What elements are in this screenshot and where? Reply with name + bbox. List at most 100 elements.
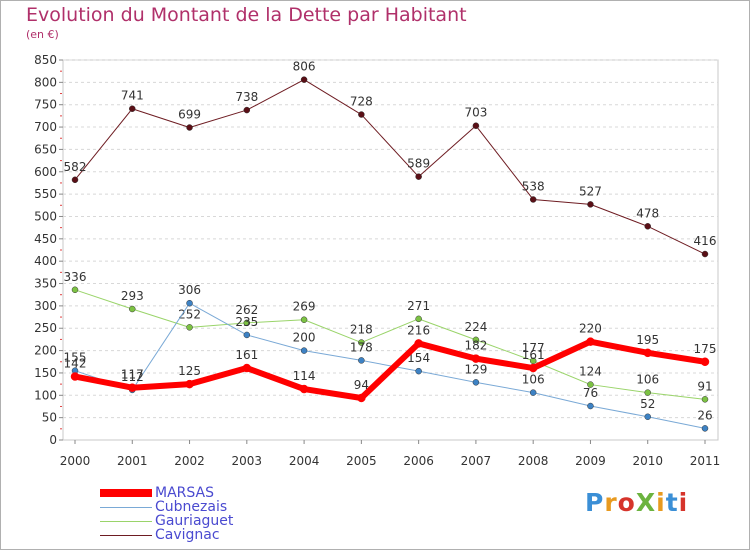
data-point [186, 324, 193, 331]
data-label: 224 [464, 320, 487, 334]
x-tick-label: 2001 [117, 454, 148, 468]
x-tick-label: 2011 [690, 454, 721, 468]
data-point [129, 305, 136, 313]
data-label: 699 [178, 108, 201, 122]
data-label: 154 [407, 351, 430, 365]
y-tick-label: 300 [34, 299, 57, 313]
y-tick-label: 850 [34, 53, 57, 67]
legend-label: Cavignac [155, 527, 220, 543]
logo-letter: r [604, 488, 618, 517]
unit-label: (en €) [26, 28, 59, 41]
x-tick-label: 2010 [632, 454, 663, 468]
x-tick-label: 2005 [346, 454, 377, 468]
x-tick-label: 2006 [403, 454, 434, 468]
data-label: 252 [178, 307, 201, 321]
y-tick-label: 750 [34, 98, 57, 112]
data-point [242, 363, 252, 373]
data-point [71, 176, 79, 184]
data-label: 94 [354, 378, 369, 392]
data-point [472, 122, 480, 129]
data-point [471, 354, 481, 363]
data-point [186, 299, 193, 307]
legend-swatch [100, 520, 152, 522]
data-label: 269 [293, 300, 316, 314]
y-tick-label: 100 [34, 388, 57, 402]
data-point [300, 347, 308, 354]
data-label: 175 [694, 342, 717, 356]
data-point [701, 425, 709, 432]
data-point [587, 201, 594, 208]
x-tick-label: 2002 [174, 454, 205, 468]
series-line-cubnezais [74, 302, 706, 429]
data-point [358, 357, 365, 364]
x-tick-label: 2007 [461, 454, 492, 468]
data-point [357, 393, 366, 403]
data-point [644, 413, 651, 421]
legend-item-cavignac: Cavignac [100, 528, 233, 542]
data-label: 216 [407, 323, 430, 337]
y-tick-label: 50 [42, 411, 57, 425]
data-label: 91 [697, 379, 712, 393]
x-tick-label: 2004 [289, 454, 320, 468]
data-label: 155 [64, 351, 87, 365]
data-label: 200 [293, 331, 316, 345]
data-label: 306 [178, 283, 201, 297]
data-label: 235 [235, 315, 258, 329]
logo-letter: i [656, 488, 666, 517]
data-label: 106 [522, 373, 545, 387]
data-point [415, 367, 422, 375]
logo-letter: X [635, 488, 657, 517]
data-label: 177 [522, 341, 545, 355]
data-point [587, 381, 594, 388]
x-tick-label: 2009 [575, 454, 606, 468]
data-point [185, 379, 194, 389]
data-point [415, 173, 422, 180]
data-point [300, 76, 308, 83]
data-label: 182 [464, 339, 487, 353]
legend-item-gauriaguet: Gauriaguet [100, 514, 233, 528]
data-point [586, 337, 595, 346]
data-label: 161 [235, 348, 258, 362]
legend-label: MARSAS [155, 485, 214, 501]
data-label: 76 [583, 386, 598, 400]
y-tick-label: 0 [49, 433, 57, 447]
data-label: 195 [636, 333, 659, 347]
data-point [587, 402, 594, 410]
legend-label: Gauriaguet [155, 513, 234, 529]
data-label: 161 [522, 348, 545, 362]
data-label: 741 [121, 89, 144, 103]
y-tick-label: 800 [34, 75, 57, 89]
legend-item-marsas: MARSAS [100, 486, 233, 500]
data-label: 52 [640, 397, 655, 411]
y-tick-label: 400 [34, 254, 57, 268]
data-point [299, 384, 309, 394]
data-label: 806 [293, 60, 316, 74]
data-label: 142 [64, 357, 87, 371]
series-line-cavignac [74, 79, 706, 255]
legend: MARSAS Cubnezais Gauriaguet Cavignac [100, 486, 233, 542]
y-tick-label: 250 [34, 321, 57, 335]
data-label: 114 [293, 369, 316, 383]
data-point [129, 105, 136, 112]
legend-item-cubnezais: Cubnezais [100, 500, 233, 514]
logo-letter: i [678, 488, 689, 517]
legend-label: Cubnezais [155, 499, 228, 515]
data-label: 703 [464, 106, 487, 120]
data-point [644, 389, 651, 396]
data-point [243, 319, 251, 327]
legend-swatch [100, 534, 152, 536]
data-point [358, 111, 365, 118]
proxiti-logo: ProXiti [585, 488, 688, 517]
series-line-gauriaguet [74, 289, 706, 400]
data-point [472, 379, 480, 386]
logo-letter: P [585, 488, 605, 517]
y-tick-label: 600 [34, 165, 57, 179]
data-label: 106 [636, 373, 659, 387]
data-label: 416 [694, 234, 717, 248]
series-line-marsas [72, 338, 708, 401]
data-point [71, 286, 79, 294]
data-point [186, 124, 193, 131]
y-tick-label: 200 [34, 344, 57, 358]
y-tick-label: 550 [34, 187, 57, 201]
x-tick-label: 2003 [232, 454, 263, 468]
